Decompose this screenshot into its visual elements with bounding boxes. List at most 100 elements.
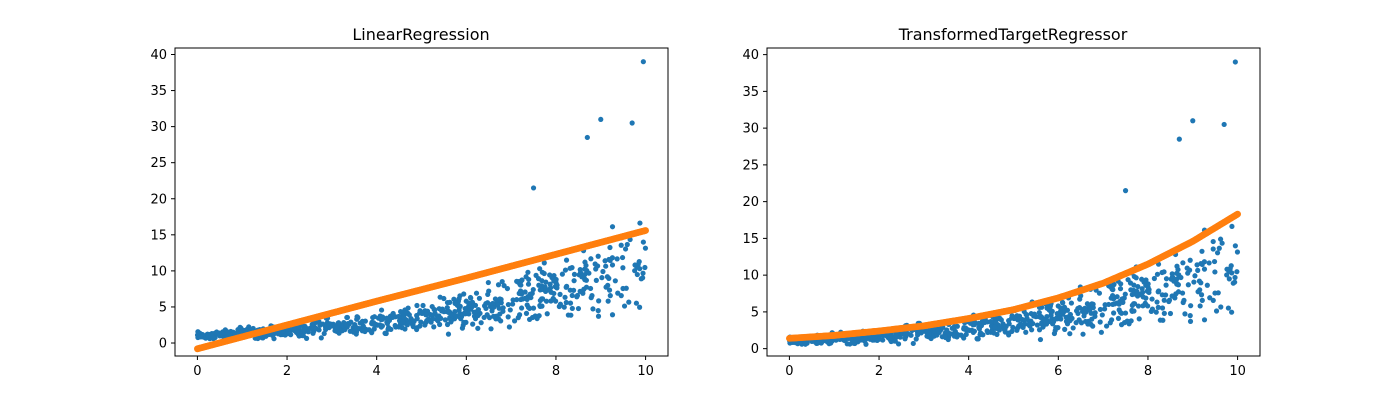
chart-title-right: TransformedTargetRegressor <box>898 25 1128 44</box>
data-point <box>1067 318 1073 324</box>
data-point <box>371 326 377 332</box>
y-tick-label: 20 <box>150 192 167 207</box>
data-point <box>476 295 483 301</box>
data-point <box>318 335 324 341</box>
data-point <box>637 304 643 310</box>
data-point <box>1216 245 1222 251</box>
data-point <box>563 299 569 306</box>
data-point <box>456 296 462 302</box>
data-point <box>1221 121 1227 128</box>
y-tick-label: 5 <box>159 300 167 315</box>
data-point <box>536 282 542 288</box>
data-point <box>1128 287 1134 293</box>
data-point <box>528 294 534 301</box>
data-point <box>642 245 649 251</box>
data-point <box>1054 310 1060 317</box>
data-point <box>588 295 594 301</box>
data-point <box>1196 278 1202 284</box>
data-point <box>551 290 557 297</box>
data-point <box>1234 269 1240 275</box>
data-point <box>543 279 549 285</box>
data-point <box>583 284 590 290</box>
data-point <box>1010 324 1016 330</box>
data-point <box>483 305 489 312</box>
x-tick-label: 0 <box>193 364 201 379</box>
data-point <box>892 338 898 344</box>
data-point <box>1102 306 1108 312</box>
data-point <box>1110 287 1116 293</box>
data-point <box>399 325 405 331</box>
data-point <box>1212 269 1218 275</box>
prediction-point <box>642 227 649 234</box>
data-point <box>442 317 448 323</box>
data-point <box>1207 295 1213 301</box>
data-point <box>1140 303 1146 309</box>
data-point <box>577 269 584 276</box>
data-point <box>1219 240 1225 246</box>
data-point <box>1212 290 1218 296</box>
data-point <box>1201 317 1208 323</box>
data-point <box>563 284 569 290</box>
data-point <box>1188 303 1194 309</box>
data-point <box>640 59 646 65</box>
data-point <box>620 285 626 292</box>
data-point <box>1090 323 1096 329</box>
data-point <box>619 254 626 261</box>
data-point <box>1232 243 1238 249</box>
data-point <box>485 279 491 286</box>
data-point <box>640 270 646 276</box>
y-tick-label: 25 <box>742 158 759 173</box>
data-point <box>1225 305 1232 311</box>
data-point <box>541 260 547 266</box>
data-point <box>1118 281 1124 287</box>
data-point <box>1015 317 1021 323</box>
data-point <box>447 299 453 305</box>
data-point <box>362 328 368 335</box>
data-point <box>935 328 941 334</box>
data-point <box>605 298 611 304</box>
data-point <box>595 313 602 319</box>
data-point <box>942 333 948 339</box>
data-point <box>905 331 911 337</box>
data-point <box>441 295 447 302</box>
data-point <box>1102 302 1108 308</box>
data-point <box>629 120 635 126</box>
data-point <box>595 253 601 259</box>
data-point <box>414 302 420 309</box>
data-point <box>1160 317 1166 323</box>
data-point <box>1176 136 1182 142</box>
data-point <box>539 278 545 284</box>
data-point <box>352 323 358 329</box>
data-point <box>505 314 511 320</box>
data-point <box>583 262 589 269</box>
data-point <box>423 312 429 318</box>
data-point <box>452 300 458 306</box>
data-point <box>449 312 455 318</box>
data-point <box>420 302 426 309</box>
data-point <box>1169 274 1176 280</box>
data-point <box>1217 236 1224 242</box>
data-point <box>1060 300 1066 306</box>
data-point <box>459 311 466 317</box>
data-point <box>586 270 592 276</box>
data-point <box>1187 257 1193 263</box>
data-point <box>541 270 547 277</box>
data-point <box>1114 300 1120 306</box>
data-point <box>1133 275 1139 281</box>
data-point <box>378 324 384 330</box>
data-point <box>1135 283 1141 290</box>
data-point <box>1082 318 1089 325</box>
data-point <box>988 319 994 325</box>
data-point <box>526 276 532 283</box>
data-point <box>321 330 327 337</box>
data-point <box>574 292 581 299</box>
data-point <box>1051 330 1058 337</box>
data-point <box>996 327 1003 333</box>
data-point <box>537 266 543 272</box>
data-point <box>496 305 502 311</box>
data-point <box>518 282 524 288</box>
data-point <box>563 257 570 263</box>
data-point <box>1226 276 1232 282</box>
data-point <box>993 320 999 326</box>
